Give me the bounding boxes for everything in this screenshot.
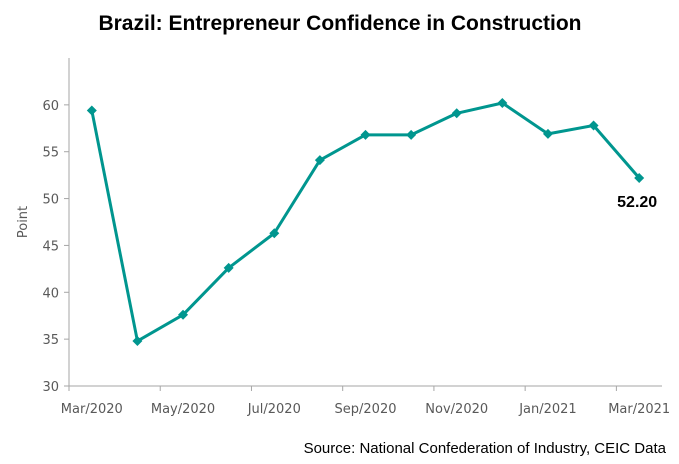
data-point (542, 128, 553, 139)
data-point (360, 129, 371, 140)
y-tick-label: 45 (42, 239, 59, 254)
x-tick-label: Mar/2020 (61, 402, 123, 417)
source-note: Source: National Confederation of Indust… (304, 440, 667, 457)
data-point (314, 155, 325, 166)
y-tick-label: 55 (42, 146, 59, 161)
y-axis-label: Point (16, 206, 31, 238)
data-point (406, 129, 417, 140)
y-tick-label: 60 (42, 99, 59, 114)
last-value-label: 52.20 (617, 194, 657, 211)
data-point (269, 228, 280, 239)
chart-title: Brazil: Entrepreneur Confidence in Const… (98, 12, 581, 35)
x-tick-label: Mar/2021 (608, 402, 670, 417)
data-point (178, 309, 189, 320)
data-point (451, 108, 462, 119)
x-tick-label: May/2020 (151, 402, 215, 417)
y-tick-label: 30 (42, 380, 59, 395)
data-point (86, 105, 97, 116)
y-tick-label: 50 (42, 193, 59, 208)
x-tick-label: Sep/2020 (335, 402, 397, 417)
y-tick-label: 40 (42, 286, 59, 301)
y-tick-label: 35 (42, 333, 59, 348)
data-point (497, 97, 508, 108)
x-tick-label: Jul/2020 (247, 402, 301, 417)
data-point (588, 120, 599, 131)
x-tick-label: Jan/2021 (518, 402, 577, 417)
data-point (223, 262, 234, 273)
data-point (132, 336, 143, 347)
data-point (634, 172, 645, 183)
x-tick-label: Nov/2020 (425, 402, 488, 417)
